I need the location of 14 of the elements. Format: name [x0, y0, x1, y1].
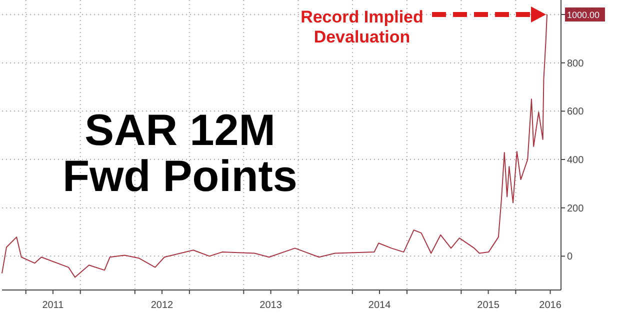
annotation: Record Implied Devaluation — [300, 8, 424, 46]
y-tick-label: 200 — [567, 203, 584, 214]
y-tick-label: 400 — [567, 155, 584, 166]
y-tick-label: 0 — [567, 252, 573, 263]
y-tick-label: 600 — [567, 106, 584, 118]
y-tick-label: 800 — [567, 58, 584, 70]
x-tick-label: 2015 — [477, 300, 500, 311]
y-tick-label: 1000.00 — [567, 10, 600, 20]
x-tick-label: 2014 — [368, 300, 392, 311]
text: SAR 12M Fwd Points — [62, 106, 298, 201]
x-tick-label: 2016 — [539, 300, 562, 311]
x-tick-label: 2012 — [150, 300, 174, 311]
x-tick-label: 2011 — [42, 300, 64, 311]
x-tick-label: 2013 — [260, 300, 282, 311]
